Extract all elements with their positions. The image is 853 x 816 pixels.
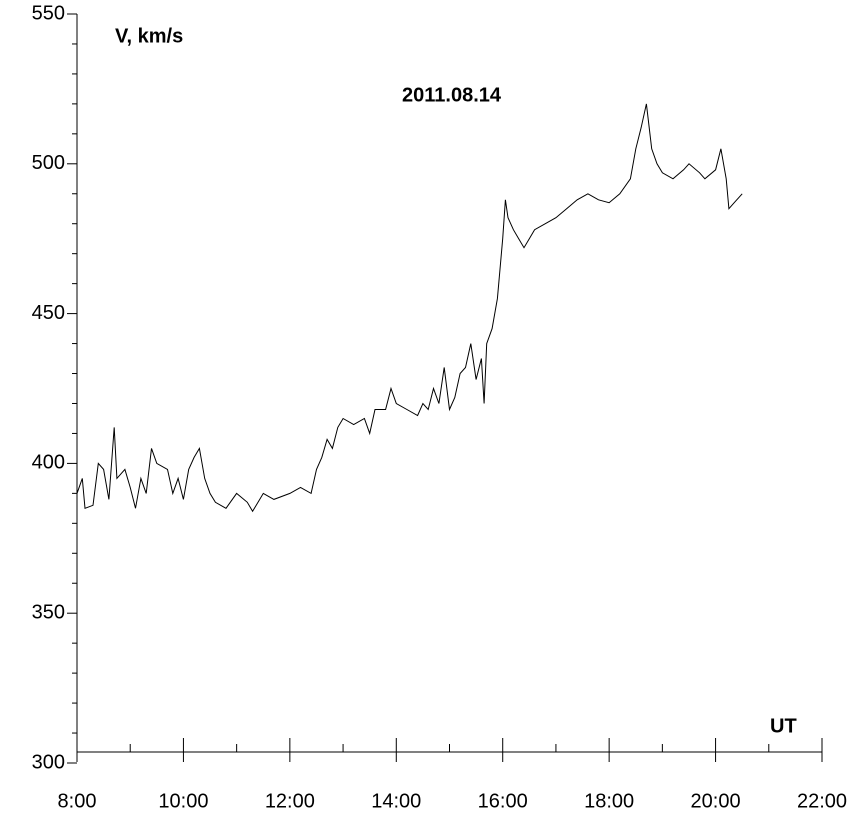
y-tick-label: 350 <box>32 601 65 623</box>
y-tick-label: 550 <box>32 2 65 24</box>
y-tick-label: 300 <box>32 751 65 773</box>
data-line <box>76 103 743 513</box>
y-tick-label: 450 <box>32 302 65 324</box>
x-axis-label: UT <box>770 715 797 737</box>
y-tick-label: 500 <box>32 152 65 174</box>
y-axis-label: V, km/s <box>115 25 183 47</box>
x-tick-label: 8:00 <box>58 790 97 812</box>
x-tick-label: 18:00 <box>584 790 634 812</box>
y-tick-label: 400 <box>32 452 65 474</box>
x-tick-label: 16:00 <box>478 790 528 812</box>
x-tick-label: 12:00 <box>265 790 315 812</box>
x-tick-label: 14:00 <box>371 790 421 812</box>
x-tick-label: 10:00 <box>158 790 208 812</box>
chart-title: 2011.08.14 <box>402 84 502 106</box>
x-tick-label: 22:00 <box>797 790 847 812</box>
x-tick-label: 20:00 <box>691 790 741 812</box>
